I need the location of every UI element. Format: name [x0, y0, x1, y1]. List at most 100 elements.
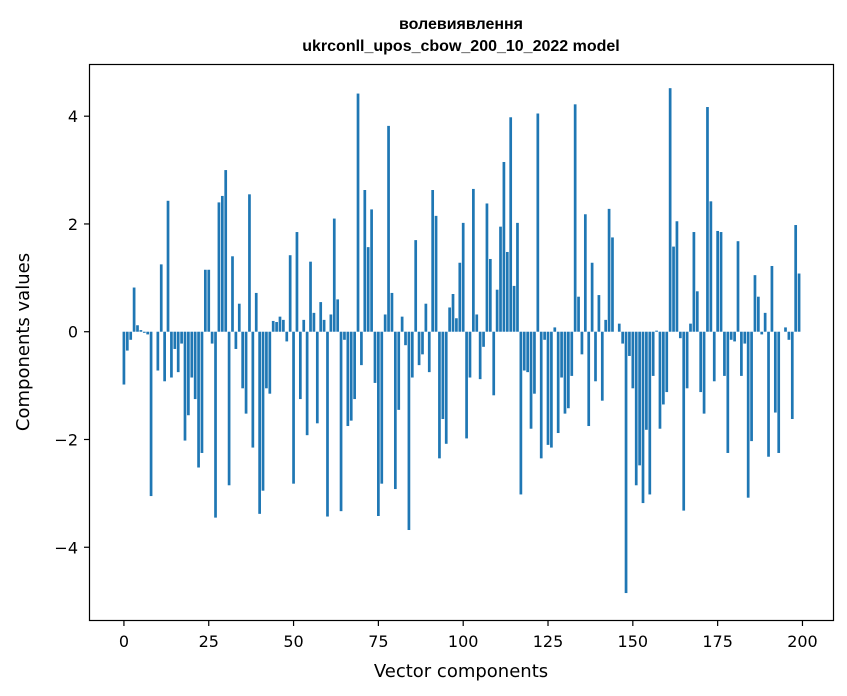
bar-62 — [332, 218, 336, 332]
bar-59 — [322, 319, 326, 332]
bar-39 — [254, 292, 258, 332]
bar-53 — [302, 319, 306, 332]
bar-16 — [176, 331, 180, 373]
y-axis-label: Components values — [13, 253, 34, 431]
bar-163 — [675, 221, 679, 332]
x-tick-label: 75 — [368, 632, 388, 651]
bar-15 — [173, 331, 177, 349]
bar-58 — [319, 302, 323, 332]
bar-2 — [129, 331, 133, 340]
bar-33 — [234, 331, 238, 349]
bar-73 — [370, 209, 373, 332]
bar-142 — [604, 319, 608, 332]
bar-130 — [563, 331, 567, 414]
bar-54 — [305, 331, 309, 436]
bar-109 — [492, 331, 496, 396]
bar-115 — [512, 285, 516, 332]
bar-79 — [390, 292, 394, 332]
bar-139 — [594, 331, 597, 382]
bar-6 — [142, 331, 146, 333]
bar-143 — [607, 208, 611, 332]
bar-93 — [438, 331, 441, 459]
bar-49 — [288, 255, 292, 332]
bar-67 — [349, 331, 353, 421]
bar-162 — [672, 246, 675, 332]
bar-47 — [282, 319, 285, 332]
x-axis-ticks: 0 25 50 75 100 125 150 175 200 — [119, 620, 818, 651]
bar-185 — [750, 331, 753, 442]
bar-76 — [380, 331, 384, 484]
bar-164 — [678, 331, 682, 339]
bar-0 — [122, 331, 126, 385]
bar-107 — [485, 203, 489, 332]
bar-135 — [580, 331, 584, 355]
bar-68 — [353, 331, 356, 400]
bar-198 — [794, 225, 798, 332]
bar-28 — [217, 202, 221, 332]
bar-34 — [237, 303, 241, 332]
x-tick-label: 200 — [787, 632, 818, 651]
bar-149 — [628, 331, 631, 356]
bar-195 — [784, 327, 787, 332]
bar-108 — [488, 258, 492, 332]
bar-44 — [271, 320, 275, 332]
bar-146 — [617, 323, 621, 332]
bar-64 — [339, 331, 343, 512]
bar-57 — [315, 331, 319, 424]
bar-106 — [482, 331, 485, 347]
bar-66 — [346, 331, 350, 427]
bar-111 — [499, 226, 502, 332]
bar-27 — [214, 331, 217, 518]
bar-40 — [258, 331, 261, 514]
bar-92 — [434, 215, 438, 332]
bar-155 — [648, 331, 652, 495]
bar-101 — [465, 331, 468, 439]
bar-60 — [326, 331, 329, 517]
bar-144 — [611, 237, 614, 332]
bar-122 — [536, 113, 540, 332]
bar-75 — [377, 331, 380, 516]
bar-69 — [356, 93, 360, 332]
bar-126 — [550, 331, 553, 448]
bar-114 — [509, 117, 513, 332]
chart-title-word: волевиявлення — [399, 16, 523, 33]
bar-129 — [560, 331, 563, 378]
bar-81 — [397, 331, 401, 410]
bar-71 — [363, 190, 367, 332]
bar-17 — [180, 331, 183, 344]
bar-180 — [733, 331, 736, 342]
y-tick-label: 0 — [68, 323, 78, 342]
y-tick-label: −2 — [54, 430, 78, 449]
bar-11 — [159, 264, 163, 332]
bar-52 — [298, 331, 302, 400]
bar-150 — [631, 331, 635, 389]
x-tick-label: 0 — [119, 632, 129, 651]
bar-19 — [187, 331, 190, 416]
x-tick-label: 50 — [283, 632, 303, 651]
bar-154 — [645, 331, 648, 430]
bar-87 — [417, 331, 421, 366]
bar-131 — [567, 331, 570, 409]
bar-22 — [197, 331, 200, 468]
bar-156 — [651, 331, 655, 376]
bar-136 — [583, 214, 587, 332]
chart-title-model: ukrconll_upos_cbow_200_10_2022 model — [302, 38, 619, 55]
bar-90 — [427, 331, 431, 373]
bar-63 — [336, 299, 340, 332]
bar-125 — [546, 331, 550, 445]
bar-70 — [360, 331, 363, 366]
bar-29 — [220, 195, 224, 332]
bar-173 — [709, 201, 713, 332]
bar-147 — [621, 331, 625, 344]
bar-113 — [505, 251, 509, 332]
bar-187 — [757, 296, 760, 332]
bar-30 — [224, 170, 228, 332]
bar-141 — [600, 331, 604, 401]
bar-61 — [329, 314, 333, 332]
bar-152 — [638, 331, 641, 466]
bar-23 — [200, 331, 204, 453]
bar-123 — [539, 331, 543, 459]
bar-41 — [261, 331, 265, 491]
bar-97 — [451, 294, 455, 332]
bar-140 — [597, 295, 601, 332]
